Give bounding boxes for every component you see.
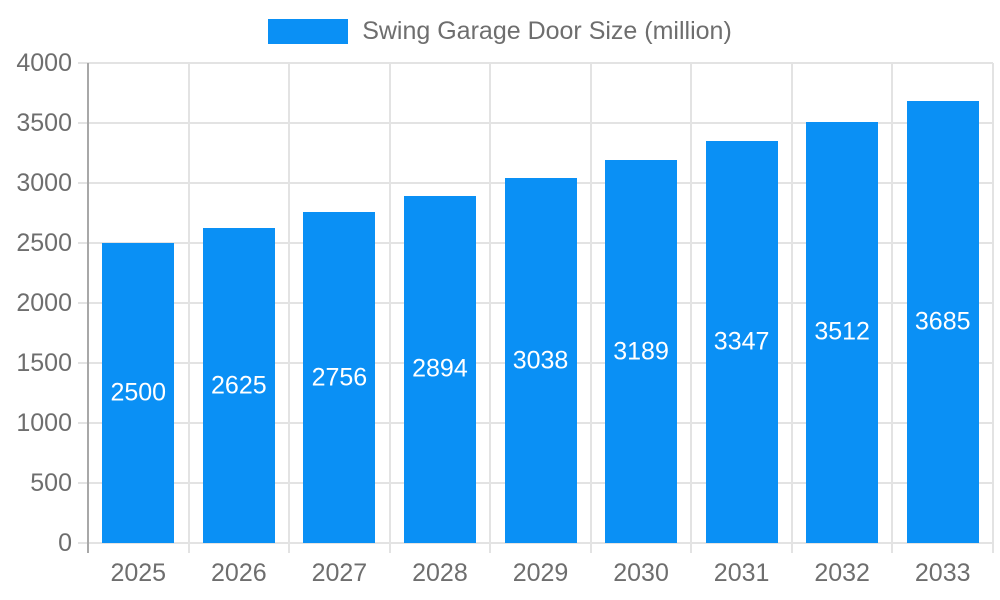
x-axis-tick-label: 2031: [713, 559, 770, 587]
bar-value-label: 3038: [512, 346, 569, 375]
plot-area: 2500 2625 2756 2894 3038 3189 3347 3512 3685: [78, 62, 994, 553]
x-axis-tick-label: 2025: [110, 559, 167, 587]
y-axis-tick-label: 1000: [16, 409, 72, 437]
gridline-horizontal: [78, 122, 993, 124]
bar[interactable]: 2756: [303, 212, 376, 543]
bar-value-label: 3189: [613, 337, 669, 366]
bar[interactable]: 3189: [605, 160, 678, 543]
bar-value-label: 3685: [914, 307, 971, 336]
bar-value-label: 2894: [412, 354, 468, 383]
gridline-vertical: [187, 63, 190, 553]
bar-value-label: 2625: [211, 371, 267, 399]
y-axis-tick-label: 2500: [16, 229, 72, 257]
x-axis-tick-label: 2033: [914, 559, 971, 587]
gridline-vertical: [489, 63, 492, 553]
gridline-vertical: [589, 63, 592, 553]
gridline-vertical: [690, 63, 693, 553]
gridline-vertical: [790, 63, 793, 553]
y-axis-line: [87, 63, 89, 553]
bar-value-label: 2756: [311, 363, 368, 392]
gridline-vertical: [388, 63, 391, 553]
x-axis-tick-label: 2032: [814, 559, 870, 587]
gridline-vertical: [891, 63, 894, 553]
y-axis-tick-label: 1500: [16, 349, 72, 377]
y-axis-tick-label: 2000: [16, 289, 72, 317]
x-axis-tick-label: 2026: [211, 559, 267, 587]
bar[interactable]: 2625: [202, 228, 275, 543]
bar[interactable]: 3038: [504, 178, 577, 543]
bar[interactable]: 2500: [102, 243, 175, 543]
y-axis-tick-label: 4000: [16, 49, 72, 77]
bar[interactable]: 3512: [806, 121, 879, 543]
bar[interactable]: 2894: [403, 195, 476, 543]
gridline-horizontal: [78, 542, 993, 544]
gridline-vertical: [288, 63, 291, 553]
legend-label: Swing Garage Door Size (million): [362, 17, 732, 45]
y-axis-tick-label: 500: [30, 469, 72, 497]
bar-value-label: 3512: [814, 317, 870, 346]
bar-value-label: 3347: [713, 327, 770, 356]
x-axis-tick-label: 2029: [512, 559, 569, 587]
legend-swatch: [268, 19, 349, 44]
gridline-horizontal: [78, 62, 993, 64]
x-axis-tick-label: 2028: [412, 559, 468, 587]
y-axis-tick-label: 3500: [16, 109, 72, 137]
x-axis-tick-label: 2030: [613, 559, 669, 587]
gridline-vertical: [992, 63, 994, 553]
bar[interactable]: 3685: [906, 100, 979, 543]
y-axis-tick-label: 3000: [16, 169, 72, 197]
chart-legend[interactable]: Swing Garage Door Size (million): [0, 19, 1000, 44]
y-axis-tick-label: 0: [58, 529, 72, 557]
bar-value-label: 2500: [110, 378, 167, 407]
x-axis-tick-label: 2027: [311, 559, 368, 587]
bar[interactable]: 3347: [705, 141, 778, 543]
